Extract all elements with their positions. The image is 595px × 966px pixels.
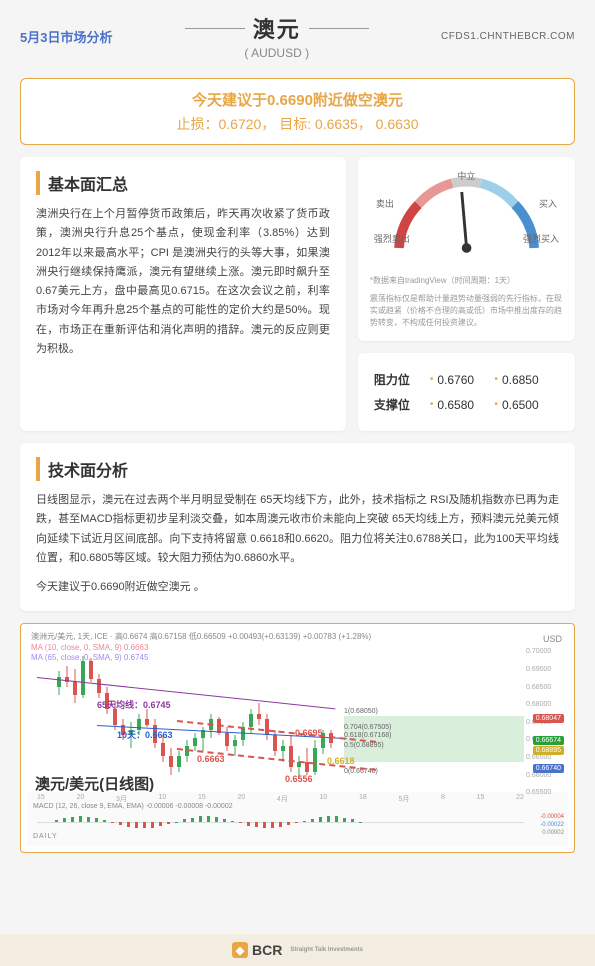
fundamental-card: 基本面汇总 澳洲央行在上个月暂停货币政策后，昨天再次收紧了货币政策，澳洲央行升息… bbox=[20, 157, 346, 431]
main-row: 基本面汇总 澳洲央行在上个月暂停货币政策后，昨天再次收紧了货币政策，澳洲央行升息… bbox=[20, 157, 575, 431]
price-tag-green: 0.66674 bbox=[533, 736, 564, 745]
dot-icon: • bbox=[494, 399, 498, 410]
levels-card: 阻力位 • 0.6760 • 0.6850 支撑位 • 0.6580 • bbox=[358, 353, 575, 431]
technical-body1: 日线图显示，澳元在过去两个半月明显受制在 65天均线下方，此外，技术指标之 RS… bbox=[36, 491, 559, 568]
footer: ◆ BCR Straight Talk Investments bbox=[0, 934, 595, 966]
technical-card: 技术面分析 日线图显示，澳元在过去两个半月明显受制在 65天均线下方，此外，技术… bbox=[20, 443, 575, 611]
macd-val-3: 0.00002 bbox=[542, 830, 564, 836]
technical-body2: 今天建议于0.6690附近做空澳元 。 bbox=[36, 578, 559, 597]
annot-06695: 0.6695 bbox=[295, 728, 323, 738]
support-row: 支撑位 • 0.6580 • 0.6500 bbox=[374, 392, 559, 417]
footer-sub: Straight Talk Investments bbox=[290, 947, 363, 953]
gauge-note-source: *数据来自tradingView（时间周期：1天） bbox=[370, 275, 563, 287]
logo-icon: ◆ bbox=[232, 942, 248, 958]
support-2: 0.6500 bbox=[502, 398, 539, 412]
gauge-label-buy: 买入 bbox=[539, 197, 557, 210]
chart-card: 澳洲元/美元, 1天, ICE · 高0.6674 高0.67158 低0.66… bbox=[20, 623, 575, 853]
reco-line1: 今天建议于0.6690附近做空澳元 bbox=[37, 89, 558, 110]
macd-label: MACD (12, 26, close 9, EMA, EMA) -0.0000… bbox=[33, 803, 233, 810]
fundamental-body: 澳洲央行在上个月暂停货币政策后，昨天再次收紧了货币政策，澳洲央行升息25个基点，… bbox=[36, 205, 330, 359]
resistance-2: 0.6850 bbox=[502, 373, 539, 387]
annot-ma65: 65天均线：0.6745 bbox=[97, 698, 171, 711]
gauge-card: 中立 卖出 买入 强烈卖出 强烈买入 *数据来自tradingView（时间周期… bbox=[358, 157, 575, 341]
gauge-label-bot-row: 强烈卖出 强烈买入 bbox=[370, 232, 563, 245]
resistance-label: 阻力位 bbox=[374, 371, 430, 388]
title-block: 澳元 ( AUDUSD ) bbox=[112, 12, 441, 60]
price-tag-red: 0.68047 bbox=[533, 714, 564, 723]
url-label: CFDS1.CHNTHEBCR.COM bbox=[441, 31, 575, 42]
gauge-label-sell: 卖出 bbox=[376, 197, 394, 210]
macd-val-1: -0.00004 bbox=[540, 814, 564, 820]
macd-val-2: -0.00022 bbox=[540, 822, 564, 828]
dot-icon: • bbox=[430, 399, 434, 410]
gauge-label-strong-buy: 强烈买入 bbox=[523, 232, 559, 245]
reco-line2: 止损：0.6720， 目标: 0.6635， 0.6630 bbox=[37, 114, 558, 134]
page-title: 澳元 bbox=[253, 12, 301, 44]
macd-panel bbox=[37, 812, 524, 832]
gauge-svg bbox=[370, 169, 563, 269]
chart-area: 澳洲元/美元, 1天, ICE · 高0.6674 高0.67158 低0.66… bbox=[27, 630, 568, 846]
dot-icon: • bbox=[494, 374, 498, 385]
annot-ma10: 10天：0.6663 bbox=[117, 728, 173, 741]
price-tag-yellow: 0.68895 bbox=[533, 746, 564, 755]
gauge-label-mid-row: 卖出 买入 bbox=[370, 197, 563, 210]
annot-0663: 0.6663 bbox=[197, 754, 225, 764]
chart-title-overlay: 澳元/美元(日线图) bbox=[35, 773, 154, 794]
page-subtitle: ( AUDUSD ) bbox=[112, 46, 441, 60]
date-label: 5月3日市场分析 bbox=[20, 27, 112, 46]
fib-label-05: 0.5(0.68895) bbox=[344, 742, 524, 749]
support-1: 0.6580 bbox=[437, 398, 474, 412]
support-label: 支撑位 bbox=[374, 396, 430, 413]
resistance-1: 0.6760 bbox=[437, 373, 474, 387]
header: 5月3日市场分析 澳元 ( AUDUSD ) CFDS1.CHNTHEBCR.C… bbox=[0, 0, 595, 68]
fundamental-title: 基本面汇总 bbox=[36, 171, 330, 195]
gauge-label-neutral: 中立 bbox=[457, 169, 475, 182]
chart-usd-label: USD bbox=[543, 634, 562, 644]
gauge-label-strong-sell: 强烈卖出 bbox=[374, 232, 410, 245]
gauge-label-neutral-row: 中立 bbox=[370, 169, 563, 182]
technical-title: 技术面分析 bbox=[36, 457, 559, 481]
fib-label-0618: 0.618(0.67168) bbox=[344, 732, 524, 739]
annot-06618: 0.6618 bbox=[327, 756, 355, 766]
fib-label-0704: 0.704(0.67505) bbox=[344, 724, 524, 731]
fib-label-1: 1(0.68050) bbox=[344, 708, 524, 715]
gauge-note-body: 震荡指标仅是帮助计量趋势动量强弱的先行指标，在现实或趋紧（价格不合理的高或低）市… bbox=[370, 293, 563, 329]
annot-06556: 0.6556 bbox=[285, 774, 313, 784]
gauge: 中立 卖出 买入 强烈卖出 强烈买入 bbox=[370, 169, 563, 269]
daily-label: DAILY bbox=[33, 833, 58, 840]
price-tag-blue: 0.66740 bbox=[533, 764, 564, 773]
fib-zone bbox=[344, 716, 524, 762]
footer-brand: BCR bbox=[252, 942, 282, 958]
resistance-row: 阻力位 • 0.6760 • 0.6850 bbox=[374, 367, 559, 392]
dot-icon: • bbox=[430, 374, 434, 385]
recommendation-card: 今天建议于0.6690附近做空澳元 止损：0.6720， 目标: 0.6635，… bbox=[20, 78, 575, 145]
right-column: 中立 卖出 买入 强烈卖出 强烈买入 *数据来自tradingView（时间周期… bbox=[358, 157, 575, 431]
